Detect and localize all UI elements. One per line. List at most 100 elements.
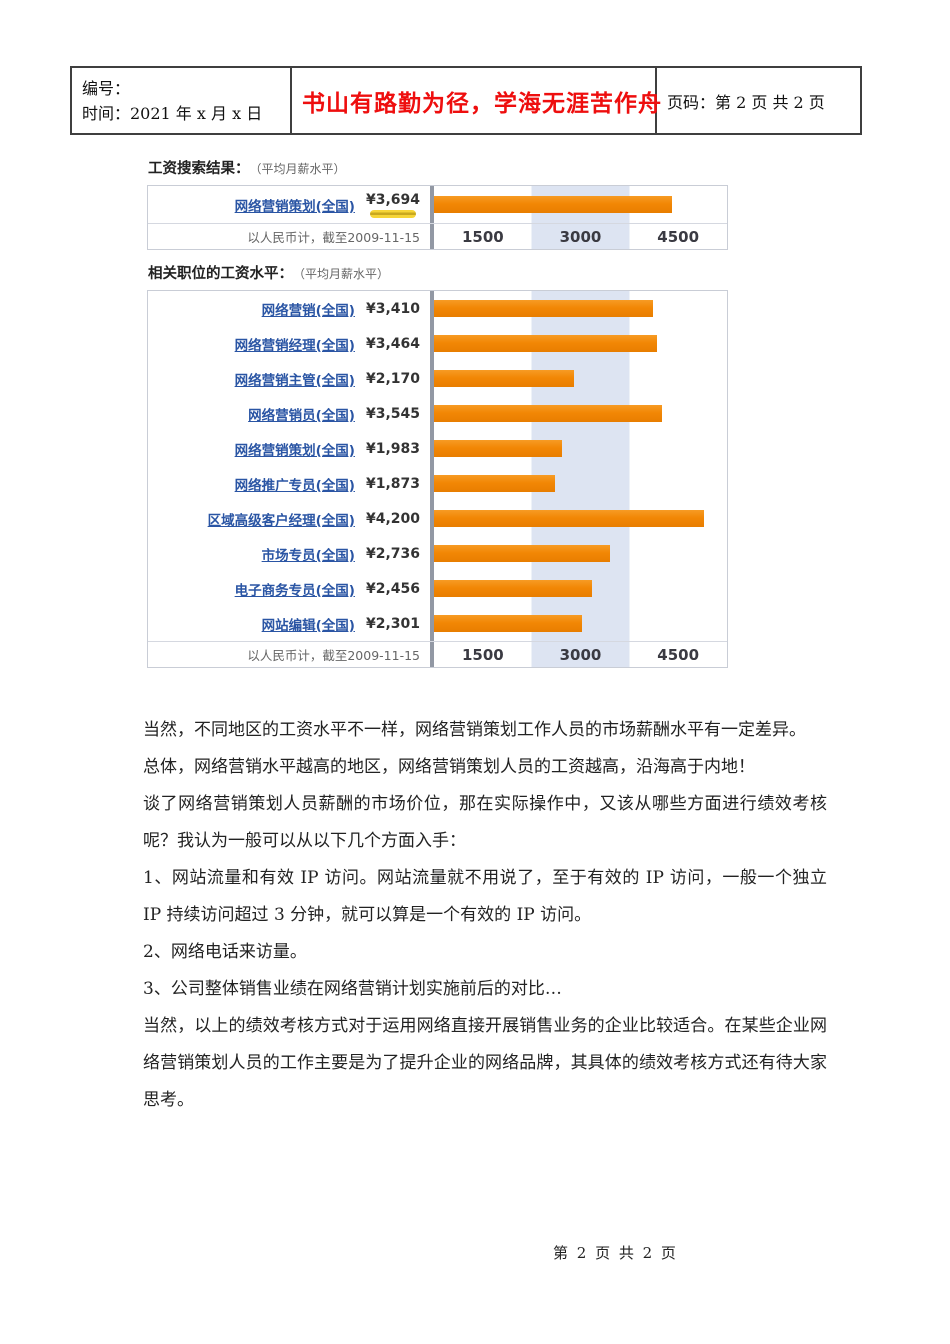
position-link[interactable]: 电子商务专员(全国) [234,582,355,599]
chart-row: 网络营销策划(全国) ¥3,694 [148,186,727,223]
page-info: 页码：第 2 页 共 2 页 [667,92,825,112]
chart-canvas: 网络营销(全国) ¥3,410 网络营销经理(全国) ¥3,464 网络营销主管(全国)… [147,290,728,668]
salary-value-stack: ¥3,545 [366,406,420,422]
salary-bar [434,545,611,562]
axis-tick-label: 4500 [657,645,700,664]
chart-row: 电子商务专员(全国) ¥2,456 [148,571,727,606]
salary-value: ¥2,736 [365,545,420,562]
chart-title: 相关职位的工资水平： [148,266,293,282]
motto-text: 书山有路勤为径，学海无涯苦作舟 [302,90,662,117]
salary-bar [434,440,562,457]
chart-row-label-cell: 网络营销(全国) ¥3,410 [148,291,430,326]
chart-row-label-cell: 市场专员(全国) ¥2,736 [148,536,430,571]
chart-row-label-cell: 网络营销策划(全国) ¥3,694 [148,186,430,223]
chart-row: 区域高级客户经理(全国) ¥4,200 [148,501,727,536]
axis-tick-row: 1500 3000 4500 [430,642,727,667]
chart-plot-cell [430,396,727,431]
chart-row-label-cell: 网络营销策划(全国) ¥1,983 [148,431,430,466]
chart-plot-cell [430,361,727,396]
position-link[interactable]: 网络推广专员(全国) [234,477,355,494]
body-paragraph: 谈了网络营销策划人员薪酬的市场价位，那在实际操作中，又该从哪些方面进行绩效考核呢… [143,794,827,851]
chart-plot-cell [430,606,727,641]
header-page-cell: 页码：第 2 页 共 2 页 [655,66,862,135]
salary-value-stack: ¥3,694 [366,192,420,218]
chart-row-label-cell: 网络营销员(全国) ¥3,545 [148,396,430,431]
page-number-footer: 第 2 页 共 2 页 [553,1244,678,1262]
chart-title-line: 相关职位的工资水平： （平均月薪水平） [148,262,728,283]
chart-plot-cell [430,501,727,536]
chart-note: 以人民币计，截至2009-11-15 [148,224,430,249]
position-link[interactable]: 网络营销策划(全国) [234,442,355,459]
chart-footer-row: 以人民币计，截至2009-11-15 1500 3000 4500 [148,641,727,667]
chart-subtitle: （平均月薪水平） [255,162,346,176]
salary-value-stack: ¥3,410 [366,301,420,317]
chart-canvas: 网络营销策划(全国) ¥3,694 以人民币计，截至2009-11-15 1500 30… [147,185,728,250]
body-paragraph: 总体，网络营销水平越高的地区，网络营销策划人员的工资越高，沿海高于内地！ [143,757,755,777]
salary-bar [434,370,574,387]
chart-plot-cell [430,291,727,326]
body-paragraph: 当然，以上的绩效考核方式对于运用网络直接开展销售业务的企业比较适合。在某些企业网… [143,1016,827,1110]
position-link[interactable]: 网络营销策划(全国) [234,198,355,215]
doc-date-label: 时间：2021 年 x 月 x 日 [82,103,263,123]
position-link[interactable]: 网络营销(全国) [261,302,355,319]
chart-row-label-cell: 网站编辑(全国) ¥2,301 [148,606,430,641]
body-paragraph: 1、网站流量和有效 IP 访问。网站流量就不用说了，至于有效的 IP 访问，一般… [143,868,827,925]
chart-row-label-cell: 电子商务专员(全国) ¥2,456 [148,571,430,606]
salary-bar [434,580,593,597]
chart-row-label-cell: 网络推广专员(全国) ¥1,873 [148,466,430,501]
position-link[interactable]: 区域高级客户经理(全国) [207,512,355,529]
salary-value: ¥3,694 [365,191,420,208]
salary-value: ¥1,873 [365,475,420,492]
chart-title-line: 工资搜索结果： （平均月薪水平） [148,157,728,178]
chart-box: 网络营销(全国) ¥3,410 网络营销经理(全国) ¥3,464 网络营销主管(全国)… [147,290,728,668]
axis-tick-label: 1500 [461,645,504,664]
salary-value: ¥2,456 [365,580,420,597]
chart-row: 网络推广专员(全国) ¥1,873 [148,466,727,501]
salary-value-stack: ¥2,456 [366,581,420,597]
chart-row-label-cell: 网络营销主管(全国) ¥2,170 [148,361,430,396]
salary-value: ¥1,983 [365,440,420,457]
salary-value-stack: ¥3,464 [366,336,420,352]
position-link[interactable]: 市场专员(全国) [261,547,355,564]
salary-value: ¥3,464 [365,335,420,352]
position-link[interactable]: 网络营销主管(全国) [234,372,355,389]
position-link[interactable]: 网络营销经理(全国) [234,337,355,354]
salary-value: ¥3,545 [365,405,420,422]
axis-tick-label: 4500 [657,227,700,246]
axis-tick-row: 1500 3000 4500 [430,224,727,249]
chart-row: 网络营销经理(全国) ¥3,464 [148,326,727,361]
salary-bar [434,510,705,527]
chart-plot-cell [430,326,727,361]
axis-tick-label: 1500 [461,227,504,246]
body-paragraph: 3、公司整体销售业绩在网络营销计划实施前后的对比… [143,979,562,999]
chart-row: 网络营销(全国) ¥3,410 [148,291,727,326]
chart-note: 以人民币计，截至2009-11-15 [148,642,430,667]
position-link[interactable]: 网络营销员(全国) [248,407,355,424]
chart-row: 网站编辑(全国) ¥2,301 [148,606,727,641]
salary-bar [434,615,583,632]
chart-plot-cell [430,466,727,501]
salary-value-stack: ¥4,200 [366,511,420,527]
highlight-marker [369,209,416,218]
body-paragraph: 当然，不同地区的工资水平不一样，网络营销策划工作人员的市场薪酬水平有一定差异。 [143,720,806,740]
header-table: 编号： 时间：2021 年 x 月 x 日 书山有路勤为径，学海无涯苦作舟 页码… [70,66,862,135]
salary-value: ¥2,170 [365,370,420,387]
salary-value: ¥4,200 [365,510,420,527]
salary-value-stack: ¥1,983 [366,441,420,457]
body-paragraph: 2、网络电话来访量。 [143,942,307,962]
position-link[interactable]: 网站编辑(全国) [261,617,355,634]
chart-subtitle: （平均月薪水平） [299,267,390,281]
chart-row: 市场专员(全国) ¥2,736 [148,536,727,571]
chart-plot-cell [430,536,727,571]
salary-bar [434,475,555,492]
salary-bar [434,405,663,422]
related-positions-salary-chart: 相关职位的工资水平： （平均月薪水平） 网络营销(全国) ¥3,410 网络营销经理(… [147,262,728,668]
chart-plot-cell [430,186,727,223]
salary-search-results-chart: 工资搜索结果： （平均月薪水平） 网络营销策划(全国) ¥3,694 以人民币计，截至… [147,157,728,250]
salary-value: ¥2,301 [365,615,420,632]
salary-value: ¥3,410 [365,300,420,317]
axis-tick-label: 3000 [559,227,602,246]
chart-footer-row: 以人民币计，截至2009-11-15 1500 3000 4500 [148,223,727,249]
chart-plot-cell [430,571,727,606]
